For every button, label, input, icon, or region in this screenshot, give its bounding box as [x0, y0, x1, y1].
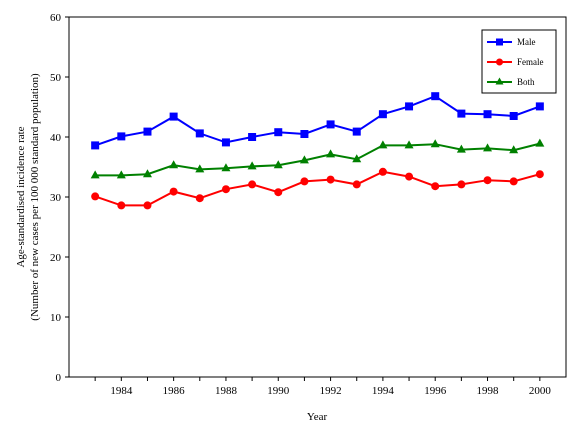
data-point-male — [431, 92, 440, 101]
legend-marker-both — [495, 77, 504, 85]
data-point-female — [431, 182, 440, 191]
data-point-both — [456, 144, 466, 153]
series-line-male — [94, 95, 541, 147]
data-point-female — [352, 180, 361, 189]
x-tick-label: 1990 — [267, 385, 290, 397]
y-axis-title: Age-standardised incidence rate — [15, 126, 27, 267]
data-point-female — [457, 180, 466, 189]
legend-label-male: Male — [517, 37, 536, 47]
data-point-both — [195, 164, 205, 173]
x-axis: 1984 1986 1988 1990 1992 1994 1996 1998 2000 — [94, 377, 552, 397]
data-point-male — [535, 102, 544, 111]
x-tick-label: 1994 — [372, 385, 395, 397]
legend-marker-male — [496, 38, 503, 46]
legend-items: Male Female Both — [487, 37, 544, 87]
data-point-female — [378, 167, 387, 176]
data-point-male — [378, 110, 387, 119]
data-point-female — [91, 192, 100, 201]
data-point-male — [457, 109, 466, 118]
data-point-male — [300, 130, 309, 138]
data-point-female — [195, 194, 204, 203]
data-point-male — [117, 132, 126, 141]
data-point-female — [274, 188, 283, 197]
data-point-female — [117, 201, 126, 210]
data-point-both — [299, 155, 309, 164]
data-point-female — [509, 177, 518, 186]
data-point-both — [169, 160, 179, 169]
x-tick-label: 1986 — [163, 385, 186, 397]
data-point-male — [248, 133, 257, 141]
data-point-both — [326, 149, 336, 158]
data-point-male — [221, 138, 230, 147]
x-tick-label: 1996 — [424, 385, 447, 397]
y-tick-label: 20 — [50, 252, 62, 264]
y-tick-label: 10 — [50, 312, 62, 324]
x-tick-label: 1998 — [477, 385, 500, 397]
data-point-both — [352, 154, 362, 163]
y-tick-label: 30 — [50, 192, 62, 204]
data-point-female — [143, 201, 152, 210]
x-axis-title: Year — [307, 411, 328, 423]
data-point-male — [91, 141, 100, 150]
y-tick-label: 40 — [50, 132, 62, 144]
legend-label-female: Female — [517, 57, 544, 67]
legend-marker-female — [496, 58, 503, 66]
series-female — [91, 167, 544, 210]
x-tick-label: 1992 — [320, 385, 342, 397]
series-line-both — [95, 142, 541, 177]
data-point-both — [509, 145, 519, 154]
legend: Male Female Both — [481, 29, 557, 94]
y-tick-label: 50 — [50, 72, 62, 84]
series-line-female — [94, 170, 541, 207]
series-both — [90, 138, 545, 179]
data-point-both — [404, 140, 414, 149]
legend-label-both: Both — [517, 77, 535, 87]
data-point-both — [430, 139, 440, 148]
data-point-male — [352, 127, 361, 136]
data-point-male — [405, 102, 414, 111]
y-tick-label: 60 — [50, 12, 62, 24]
data-point-male — [483, 110, 492, 119]
x-tick-label: 1988 — [215, 385, 238, 397]
data-point-female — [169, 187, 178, 196]
series-layer — [90, 92, 545, 210]
x-tick-label: 1984 — [110, 385, 133, 397]
data-point-female — [483, 176, 492, 185]
y-axis: 0 10 20 30 40 50 60 — [50, 12, 69, 384]
data-point-male — [169, 112, 178, 121]
data-point-both — [247, 161, 257, 170]
data-point-female — [248, 180, 257, 189]
data-point-male — [509, 112, 518, 120]
data-point-male — [195, 129, 204, 138]
data-point-male — [326, 120, 335, 129]
data-point-both — [142, 169, 152, 178]
data-point-female — [221, 185, 230, 194]
data-point-both — [535, 138, 545, 147]
data-point-both — [483, 143, 493, 152]
data-point-both — [378, 140, 388, 149]
y-axis-subtitle: (Number of new cases per 100 000 standar… — [29, 73, 41, 321]
data-point-both — [116, 170, 126, 179]
y-tick-label: 0 — [56, 372, 62, 384]
data-point-both — [221, 163, 231, 172]
data-point-male — [274, 128, 283, 137]
data-point-female — [326, 175, 335, 184]
x-tick-label: 2000 — [529, 385, 552, 397]
data-point-male — [143, 127, 152, 136]
series-male — [91, 92, 544, 150]
data-point-both — [90, 170, 100, 179]
data-point-both — [273, 160, 283, 169]
data-point-female — [300, 177, 309, 186]
data-point-female — [405, 172, 414, 181]
data-point-female — [535, 170, 544, 179]
